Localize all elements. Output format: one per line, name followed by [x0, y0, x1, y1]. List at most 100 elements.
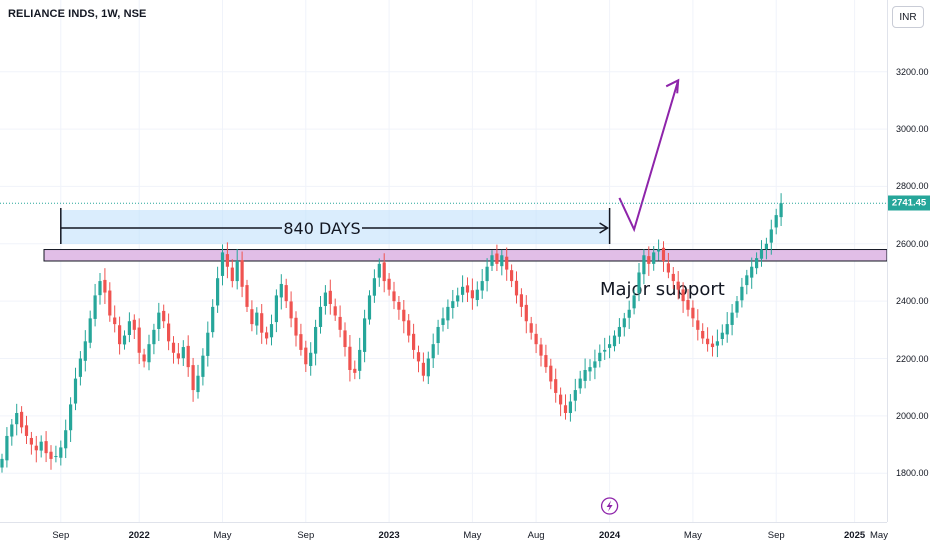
time-axis[interactable] — [0, 522, 887, 551]
candle[interactable] — [269, 314, 274, 346]
candle[interactable] — [127, 312, 131, 343]
candle[interactable] — [367, 290, 372, 325]
candle[interactable] — [764, 237, 768, 260]
candle[interactable] — [642, 249, 646, 285]
candle[interactable] — [392, 281, 396, 310]
candle[interactable] — [83, 330, 87, 372]
candle[interactable] — [652, 246, 656, 271]
candle[interactable] — [284, 278, 288, 309]
candle[interactable] — [436, 319, 440, 355]
candle[interactable] — [510, 264, 514, 288]
candle[interactable] — [407, 314, 411, 343]
candle[interactable] — [617, 318, 621, 344]
candle[interactable] — [563, 394, 568, 420]
candle[interactable] — [98, 273, 102, 305]
candle[interactable] — [573, 378, 577, 412]
candle[interactable] — [206, 321, 210, 367]
candle[interactable] — [554, 368, 558, 403]
candle[interactable] — [216, 266, 220, 313]
candle[interactable] — [118, 316, 122, 355]
candle[interactable] — [441, 307, 445, 332]
candle[interactable] — [603, 337, 607, 360]
candle[interactable] — [59, 440, 63, 466]
candle[interactable] — [608, 335, 612, 359]
candle[interactable] — [412, 323, 416, 359]
price-chart[interactable]: 840 DAYS Major support — [0, 0, 888, 522]
candle[interactable] — [588, 359, 592, 381]
candle[interactable] — [10, 419, 14, 446]
candle[interactable] — [456, 287, 460, 307]
candle[interactable] — [338, 305, 342, 338]
candle[interactable] — [201, 348, 205, 386]
candle[interactable] — [39, 435, 43, 458]
candle[interactable] — [524, 295, 528, 334]
candle[interactable] — [715, 329, 719, 358]
candle[interactable] — [358, 337, 362, 380]
candle[interactable] — [691, 300, 695, 327]
chart-area[interactable]: 840 DAYS Major support — [0, 0, 888, 522]
candle[interactable] — [186, 335, 190, 377]
candle[interactable] — [225, 242, 229, 279]
candle[interactable] — [701, 323, 705, 344]
candle[interactable] — [348, 334, 352, 382]
candle[interactable] — [49, 445, 53, 470]
candle[interactable] — [514, 271, 519, 304]
candle[interactable] — [250, 300, 254, 332]
candle[interactable] — [710, 335, 715, 357]
candle[interactable] — [490, 250, 494, 272]
candle[interactable] — [657, 239, 661, 261]
candle[interactable] — [593, 349, 597, 380]
candle[interactable] — [382, 253, 386, 293]
candle[interactable] — [211, 299, 215, 338]
candle[interactable] — [5, 427, 9, 468]
candle[interactable] — [446, 299, 450, 329]
candle[interactable] — [220, 244, 225, 286]
candle[interactable] — [333, 298, 337, 321]
candle[interactable] — [661, 241, 666, 272]
candle[interactable] — [696, 309, 700, 341]
candle[interactable] — [681, 282, 685, 313]
candle[interactable] — [559, 387, 563, 417]
candle[interactable] — [0, 453, 4, 473]
candle[interactable] — [598, 344, 602, 368]
candle[interactable] — [583, 358, 587, 389]
candle[interactable] — [549, 358, 553, 390]
lightning-icon[interactable] — [600, 497, 619, 515]
candle[interactable] — [15, 403, 19, 436]
candle[interactable] — [343, 322, 347, 357]
candle[interactable] — [759, 240, 764, 267]
candle[interactable] — [461, 275, 465, 303]
candle[interactable] — [73, 367, 78, 411]
candle[interactable] — [289, 291, 293, 328]
candle[interactable] — [730, 304, 734, 336]
candle[interactable] — [279, 274, 283, 310]
candle[interactable] — [740, 277, 744, 308]
candle[interactable] — [495, 244, 499, 272]
candle[interactable] — [181, 340, 185, 366]
candle[interactable] — [578, 370, 582, 394]
candle[interactable] — [240, 251, 244, 298]
candle[interactable] — [686, 289, 690, 317]
candle[interactable] — [34, 435, 38, 463]
candle[interactable] — [632, 289, 636, 315]
candle[interactable] — [363, 309, 367, 363]
candle[interactable] — [69, 397, 73, 442]
candle[interactable] — [88, 310, 92, 349]
candle[interactable] — [20, 406, 24, 434]
candle[interactable] — [323, 285, 327, 315]
candle[interactable] — [78, 351, 82, 386]
candle[interactable] — [142, 348, 146, 368]
currency-selector[interactable]: INR — [892, 6, 924, 28]
candle[interactable] — [735, 295, 739, 318]
candle[interactable] — [245, 279, 249, 313]
candle[interactable] — [568, 394, 572, 422]
candle[interactable] — [519, 288, 523, 317]
candle[interactable] — [647, 246, 651, 276]
candle[interactable] — [387, 273, 391, 296]
candle[interactable] — [539, 337, 543, 367]
candle[interactable] — [191, 357, 195, 402]
candle[interactable] — [666, 252, 670, 279]
candle[interactable] — [505, 247, 509, 281]
candle[interactable] — [750, 257, 754, 289]
candle[interactable] — [44, 431, 48, 463]
